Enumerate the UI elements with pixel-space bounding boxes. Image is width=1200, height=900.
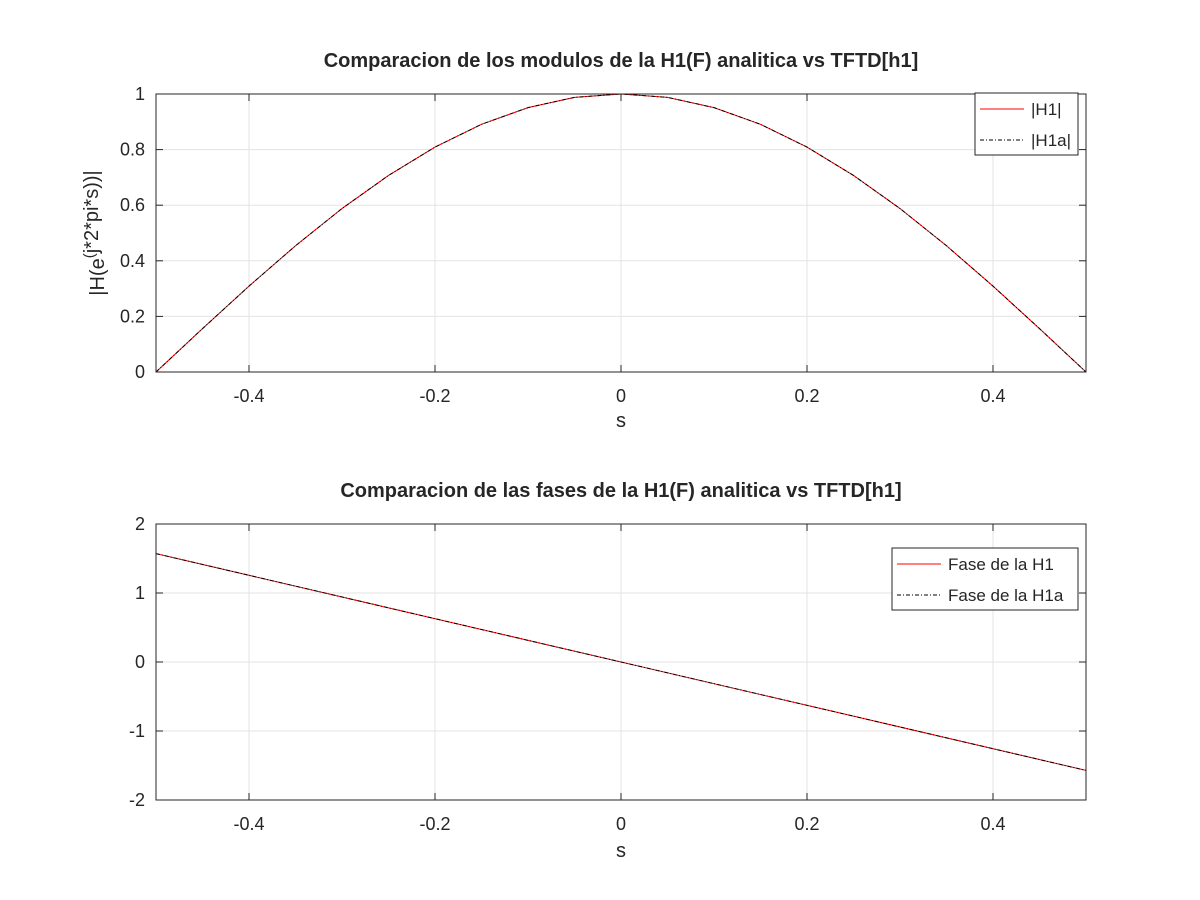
magnitude-x-axis-label: s xyxy=(616,410,626,432)
phase-subplot: Comparacion de las fases de la H1(F) ana… xyxy=(129,480,1087,862)
y-tick-label: -2 xyxy=(129,790,145,810)
y-tick-label: 1 xyxy=(135,583,145,603)
series-line-2 xyxy=(155,553,1087,771)
legend: |H1| |H1a| xyxy=(974,92,1079,156)
x-tick-label: 0.4 xyxy=(980,386,1005,406)
y-label-sup-text: j*2*pi*s))| xyxy=(81,170,103,254)
legend-box xyxy=(891,547,1079,611)
svg-text:|H(e(j*2*pi*s))|: |H(e(j*2*pi*s))| xyxy=(81,170,109,295)
series-line-2 xyxy=(155,93,1087,373)
y-tick-label: 0.2 xyxy=(120,306,145,326)
legend: Fase de la H1 Fase de la H1a xyxy=(891,547,1079,611)
legend-label-2: Fase de la H1a xyxy=(948,586,1064,605)
legend-label-1: Fase de la H1 xyxy=(948,555,1054,574)
y-tick-label: 0 xyxy=(135,362,145,382)
x-tick-label: 0.2 xyxy=(794,814,819,834)
legend-box xyxy=(974,92,1079,156)
magnitude-y-axis-label: |H(e(j*2*pi*s))| xyxy=(81,170,109,295)
y-tick-label: 0.4 xyxy=(120,251,145,271)
magnitude-subplot: Comparacion de los modulos de la H1(F) a… xyxy=(81,50,1087,432)
x-tick-label: -0.2 xyxy=(419,814,450,834)
y-tick-label: 0.8 xyxy=(120,140,145,160)
x-tick-label: 0 xyxy=(616,386,626,406)
y-label-sup-paren: ( xyxy=(81,253,98,258)
y-tick-label: -1 xyxy=(129,721,145,741)
y-tick-label: 1 xyxy=(135,84,145,104)
phase-x-axis-label: s xyxy=(616,840,626,862)
phase-chart-title: Comparacion de las fases de la H1(F) ana… xyxy=(340,480,901,502)
legend-label-2: |H1a| xyxy=(1031,131,1071,150)
x-tick-label: -0.4 xyxy=(233,386,264,406)
x-tick-label: -0.2 xyxy=(419,386,450,406)
legend-label-1: |H1| xyxy=(1031,100,1062,119)
y-tick-label: 0 xyxy=(135,652,145,672)
y-tick-label: 2 xyxy=(135,514,145,534)
magnitude-chart-title: Comparacion de los modulos de la H1(F) a… xyxy=(324,50,919,72)
y-label-base: |H(e xyxy=(87,258,109,295)
x-tick-label: 0 xyxy=(616,814,626,834)
x-tick-label: 0.4 xyxy=(980,814,1005,834)
y-tick-label: 0.6 xyxy=(120,195,145,215)
x-tick-label: -0.4 xyxy=(233,814,264,834)
x-tick-label: 0.2 xyxy=(794,386,819,406)
